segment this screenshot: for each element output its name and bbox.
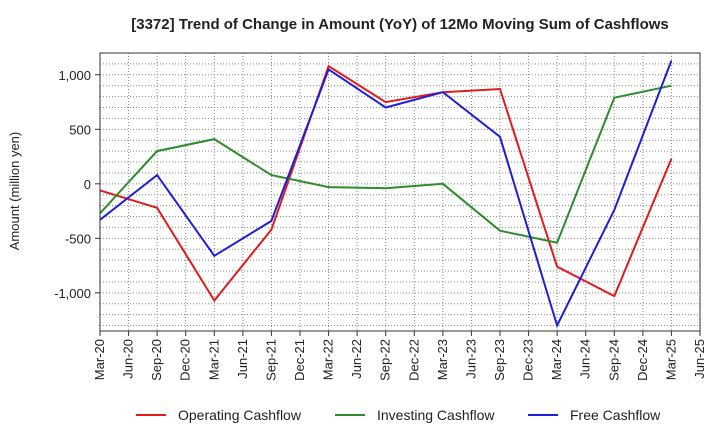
x-tick-label: Dec-24 xyxy=(635,339,650,381)
y-tick-label: -500 xyxy=(65,231,91,246)
series-layer xyxy=(99,60,673,329)
grid-layer xyxy=(99,53,701,331)
legend: Operating Cashflow Investing Cashflow Free… xyxy=(136,407,661,423)
x-tick-label: Dec-23 xyxy=(521,339,536,381)
plot-frame xyxy=(99,52,701,332)
series-line-operating-cashflow xyxy=(99,64,673,303)
y-axis-label: Amount (million yen) xyxy=(7,132,22,251)
x-tick-label: Mar-20 xyxy=(92,339,107,380)
legend-label-free-cashflow: Free Cashflow xyxy=(570,407,661,423)
y-axis-ticks: 1,000 500 0 -500 -1,000 xyxy=(54,68,100,301)
y-tick-label: 1,000 xyxy=(58,68,91,83)
chart-title: [3372] Trend of Change in Amount (YoY) o… xyxy=(131,16,669,33)
x-tick-label: Jun-25 xyxy=(692,339,707,379)
x-tick-label: Mar-21 xyxy=(206,339,221,380)
x-tick-label: Dec-21 xyxy=(292,339,307,381)
x-tick-label: Mar-24 xyxy=(549,339,564,380)
y-tick-label: -1,000 xyxy=(54,286,91,301)
x-tick-label: Sep-21 xyxy=(263,339,278,381)
x-tick-label: Sep-20 xyxy=(149,339,164,381)
x-tick-label: Jun-23 xyxy=(463,339,478,379)
series-line-investing-cashflow xyxy=(99,84,672,244)
x-tick-label: Jun-20 xyxy=(121,339,136,379)
x-tick-label: Mar-25 xyxy=(663,339,678,380)
x-tick-label: Sep-22 xyxy=(378,339,393,381)
legend-label-investing-cashflow: Investing Cashflow xyxy=(377,407,495,423)
y-tick-label: 500 xyxy=(69,122,91,137)
x-tick-label: Mar-22 xyxy=(321,339,336,380)
x-tick-label: Jun-24 xyxy=(578,339,593,379)
x-tick-label: Mar-23 xyxy=(435,339,450,380)
x-tick-label: Dec-20 xyxy=(178,339,193,381)
x-tick-label: Dec-22 xyxy=(406,339,421,381)
x-tick-label: Sep-23 xyxy=(492,339,507,381)
x-tick-label: Sep-24 xyxy=(606,339,621,381)
x-axis-ticks: Mar-20 Jun-20 Sep-20 Dec-20 Mar-21 Jun-21 Sep-… xyxy=(92,331,707,381)
y-tick-label: 0 xyxy=(84,177,91,192)
series-line-free-cashflow xyxy=(99,60,673,329)
x-tick-label: Jun-22 xyxy=(349,339,364,379)
legend-label-operating-cashflow: Operating Cashflow xyxy=(178,407,302,423)
x-tick-label: Jun-21 xyxy=(235,339,250,379)
